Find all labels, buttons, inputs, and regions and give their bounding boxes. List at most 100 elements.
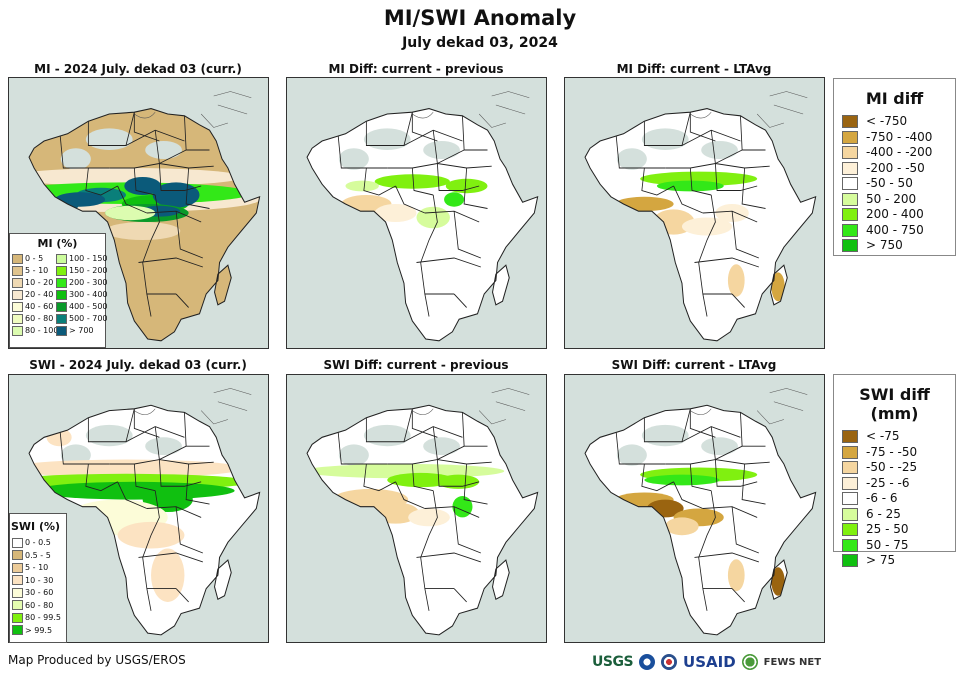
country-border [462, 412, 488, 447]
country-border [58, 421, 110, 465]
legend-label: 10 - 30 [25, 575, 54, 585]
legend-swatch [56, 313, 67, 324]
legend-label: -75 - -50 [866, 444, 918, 459]
country-border [387, 459, 492, 465]
country-border [673, 185, 704, 214]
legend-item: 150 - 200 [56, 265, 108, 277]
value-region [60, 148, 91, 170]
panel-title-swi-diff-previous: SWI Diff: current - previous [323, 358, 509, 372]
country-border [387, 163, 492, 169]
legend-label: 0 - 5 [25, 254, 44, 263]
coastline [28, 404, 261, 636]
legend-swatch [12, 313, 23, 324]
value-region [374, 174, 450, 189]
country-border [453, 506, 481, 554]
legend-title: MI (%) [37, 237, 78, 250]
legend-item: -200 - -50 [834, 161, 955, 177]
legend-swatch [842, 223, 858, 237]
legend-label: < -75 [866, 429, 900, 443]
legend-swatch [12, 265, 23, 276]
legend-swatch [842, 523, 858, 536]
legend-item: 200 - 300 [56, 277, 108, 289]
value-region [307, 464, 505, 479]
country-border [741, 167, 766, 209]
country-border [85, 167, 118, 196]
value-region [644, 474, 720, 486]
legend-label: -25 - -6 [866, 475, 910, 490]
value-region [338, 148, 369, 170]
legend-item: -50 - -25 [834, 460, 955, 476]
neighbor-coastline [134, 91, 252, 128]
country-border [403, 129, 463, 146]
country-border [336, 421, 388, 465]
country-border [424, 293, 430, 317]
value-region [105, 205, 156, 221]
value-region [363, 128, 411, 150]
legend-swatch [842, 146, 858, 159]
legend-label: 400 - 750 [866, 222, 924, 237]
legend-label: -400 - -200 [866, 145, 933, 159]
legend-item: 5 - 10 [12, 562, 66, 575]
value-region [771, 272, 785, 302]
legend-label: 100 - 150 [69, 254, 108, 263]
value-region [616, 444, 647, 466]
legend-swatch [12, 550, 23, 560]
legend-swatch [12, 612, 23, 623]
country-border [125, 129, 185, 146]
legend-item: 0 - 0.5 [12, 537, 66, 550]
value-region [681, 217, 733, 236]
legend-mi-diff: MI diff < -750 -750 - -400 -400 - -200 -200… [833, 78, 956, 256]
value-region [437, 474, 480, 489]
neighbor-coastline [134, 388, 252, 425]
country-border [643, 408, 691, 443]
value-region [771, 567, 785, 596]
legend-item: 200 - 400 [834, 207, 955, 223]
country-border [411, 112, 438, 142]
country-border [698, 557, 733, 590]
country-border [420, 194, 438, 263]
value-region [423, 437, 460, 456]
country-border [411, 463, 434, 492]
legend-label: 0.5 - 5 [25, 550, 51, 560]
legend-label: 20 - 40 [25, 290, 54, 299]
legend-item: > 750 [834, 238, 955, 254]
legend-label: 5 - 10 [25, 266, 49, 275]
africa-map [584, 388, 817, 636]
legend-label: 80 - 99.5 [25, 613, 61, 622]
country-border [365, 408, 413, 443]
legend-label: 300 - 400 [69, 290, 108, 299]
country-border [731, 211, 759, 259]
value-region [345, 180, 379, 192]
country-border [436, 163, 480, 191]
legend-swatch [842, 461, 858, 474]
country-border [641, 167, 674, 196]
legend-label: > 700 [69, 326, 94, 335]
country-border [87, 408, 135, 443]
map-subtitle: July dekad 03, 2024 [402, 35, 558, 51]
country-border [175, 293, 189, 308]
legend-swatch [842, 239, 858, 252]
value-region [145, 141, 182, 159]
value-region [641, 424, 689, 447]
country-border [185, 463, 210, 505]
country-border [714, 163, 758, 191]
legend-label: -50 - 50 [866, 176, 913, 190]
country-border [336, 124, 388, 169]
legend-item: -25 - -6 [834, 476, 955, 492]
partner-logos: USGS USAID FEWS NET [592, 652, 821, 672]
value-region [701, 141, 738, 159]
coastline [584, 108, 817, 342]
country-border [463, 167, 488, 209]
legend-swatch [842, 177, 858, 190]
legend-item: > 99.5 [12, 625, 66, 638]
legend-item: 0 - 5 [12, 253, 56, 265]
legend-swatch [12, 587, 23, 598]
country-border [689, 408, 716, 438]
legend-label: 400 - 500 [69, 302, 108, 311]
legend-label: 60 - 80 [25, 600, 54, 610]
legend-item: 50 - 200 [834, 192, 955, 208]
country-border [453, 588, 467, 603]
country-border [138, 552, 203, 563]
country-border [731, 293, 745, 308]
value-region [151, 548, 185, 602]
